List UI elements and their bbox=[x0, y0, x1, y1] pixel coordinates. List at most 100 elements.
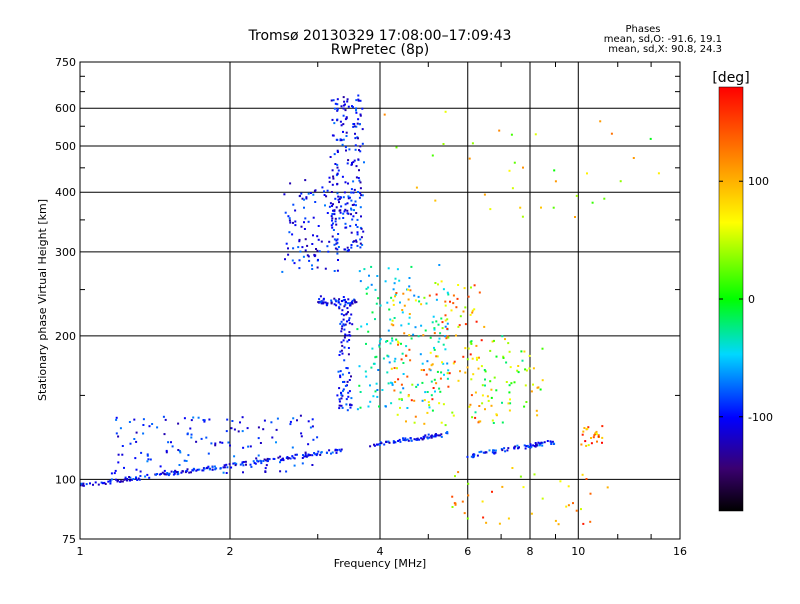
x-tick-label: 4 bbox=[377, 545, 384, 558]
data-point bbox=[208, 468, 211, 471]
data-point bbox=[399, 406, 401, 409]
data-point bbox=[142, 432, 145, 435]
data-point bbox=[469, 313, 472, 316]
data-point bbox=[443, 335, 446, 338]
data-point bbox=[405, 354, 407, 357]
data-point bbox=[418, 300, 421, 303]
data-point bbox=[309, 454, 312, 457]
data-point bbox=[431, 154, 434, 157]
data-point bbox=[506, 449, 509, 452]
data-point bbox=[468, 157, 471, 160]
data-point bbox=[522, 486, 525, 489]
data-point bbox=[443, 373, 445, 376]
data-point bbox=[284, 211, 287, 214]
data-point bbox=[294, 220, 297, 223]
data-point bbox=[349, 196, 351, 199]
data-point bbox=[355, 107, 358, 110]
data-point bbox=[379, 441, 382, 444]
data-point bbox=[85, 483, 88, 486]
data-point bbox=[373, 444, 376, 447]
data-point bbox=[339, 376, 342, 379]
trace bbox=[80, 448, 343, 487]
data-point bbox=[354, 144, 357, 147]
data-point bbox=[139, 475, 142, 477]
data-point bbox=[341, 175, 344, 178]
data-point bbox=[398, 398, 401, 401]
data-point bbox=[193, 468, 196, 471]
data-point bbox=[109, 482, 112, 485]
data-point bbox=[536, 414, 539, 417]
data-point bbox=[326, 302, 329, 305]
data-point bbox=[451, 495, 454, 498]
data-point bbox=[344, 181, 347, 184]
data-point bbox=[474, 416, 477, 419]
data-point bbox=[404, 437, 407, 440]
data-point bbox=[482, 516, 485, 519]
data-point bbox=[135, 468, 138, 471]
data-point bbox=[484, 370, 487, 373]
data-point bbox=[357, 191, 359, 193]
data-point bbox=[121, 445, 124, 447]
data-point bbox=[401, 352, 404, 355]
data-point bbox=[289, 182, 292, 185]
data-point bbox=[487, 399, 490, 402]
data-point bbox=[339, 450, 342, 453]
data-point bbox=[348, 334, 351, 337]
data-point bbox=[471, 357, 474, 360]
data-point bbox=[338, 407, 341, 410]
data-point bbox=[374, 390, 377, 393]
data-point bbox=[444, 314, 447, 317]
data-point bbox=[582, 522, 585, 525]
data-point bbox=[533, 473, 536, 476]
colorbar-label: [deg] bbox=[712, 70, 749, 86]
trace bbox=[329, 94, 365, 252]
data-point bbox=[298, 238, 301, 241]
data-point bbox=[254, 462, 257, 465]
data-point bbox=[163, 469, 166, 472]
data-point bbox=[186, 432, 189, 435]
data-point bbox=[324, 301, 327, 304]
data-point bbox=[483, 369, 486, 371]
data-point bbox=[584, 440, 587, 443]
data-point bbox=[301, 462, 304, 465]
data-point bbox=[318, 250, 321, 253]
data-point bbox=[94, 481, 97, 484]
data-point bbox=[289, 457, 292, 460]
data-point bbox=[415, 186, 418, 189]
data-point bbox=[289, 420, 292, 423]
data-point bbox=[430, 380, 433, 383]
trace bbox=[369, 431, 449, 448]
data-point bbox=[291, 446, 294, 449]
data-point bbox=[304, 179, 307, 182]
data-point bbox=[342, 138, 345, 141]
data-point bbox=[433, 378, 436, 381]
data-point bbox=[481, 384, 484, 387]
data-point bbox=[529, 443, 532, 446]
data-point bbox=[340, 124, 343, 127]
data-point bbox=[372, 362, 375, 365]
data-point bbox=[359, 192, 362, 195]
data-point bbox=[458, 324, 461, 327]
data-point bbox=[405, 420, 407, 423]
data-point bbox=[408, 334, 411, 337]
data-point bbox=[320, 240, 323, 243]
trace bbox=[466, 440, 556, 459]
data-point bbox=[508, 350, 511, 353]
y-tick-label: 200 bbox=[55, 330, 76, 343]
data-point bbox=[466, 455, 469, 458]
data-point bbox=[400, 324, 403, 327]
data-point bbox=[357, 177, 360, 179]
data-point bbox=[441, 321, 444, 324]
data-point bbox=[110, 478, 113, 481]
data-point bbox=[463, 287, 466, 290]
data-point bbox=[338, 217, 341, 220]
data-point bbox=[469, 353, 472, 356]
data-point bbox=[447, 385, 450, 388]
data-point bbox=[298, 267, 301, 270]
data-point bbox=[186, 468, 189, 471]
data-point bbox=[433, 348, 436, 351]
data-point bbox=[386, 340, 389, 342]
data-point bbox=[309, 426, 312, 429]
data-point bbox=[377, 369, 380, 371]
data-point bbox=[400, 398, 403, 401]
